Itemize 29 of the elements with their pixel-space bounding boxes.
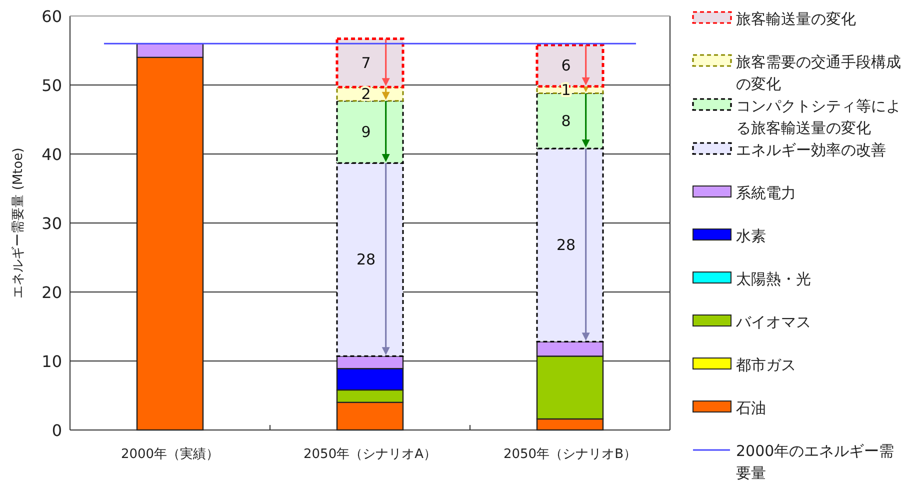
data-label: 7 xyxy=(361,54,371,72)
x-tick-label: 2050年（シナリオB） xyxy=(503,447,637,462)
legend-label: 系統電力 xyxy=(736,184,796,202)
data-label: 8 xyxy=(561,112,571,130)
data-label: 28 xyxy=(556,236,576,254)
y-tick-label: 50 xyxy=(42,76,62,95)
data-label: 28 xyxy=(356,250,376,269)
legend-label: 旅客需要の交通手段構成の変化 xyxy=(736,53,901,93)
legend-label: 水素 xyxy=(736,227,766,245)
legend-label: エネルギー効率の改善 xyxy=(736,141,886,159)
x-tick-label: 2050年（シナリオA） xyxy=(304,447,436,462)
y-tick-label: 40 xyxy=(42,145,62,164)
legend-label: 石油 xyxy=(736,399,766,417)
legend-label: 都市ガス xyxy=(736,356,796,374)
data-label: 6 xyxy=(561,56,571,75)
legend-label: バイオマス xyxy=(735,313,811,331)
x-tick-label: 2000年（実績） xyxy=(120,446,220,462)
legend-label: 旅客輸送量の変化 xyxy=(736,10,856,28)
legend-label: 2000年のエネルギー需要量 xyxy=(736,442,894,482)
y-tick-label: 60 xyxy=(42,7,62,26)
data-label: 2 xyxy=(361,84,371,103)
y-axis-title: エネルギー需要量 (Mtoe) xyxy=(11,148,26,298)
legend-label: 太陽熱・光 xyxy=(736,270,811,288)
y-tick-label: 20 xyxy=(42,283,62,302)
data-label: 9 xyxy=(361,122,371,141)
y-tick-label: 0 xyxy=(52,421,62,440)
y-tick-label: 10 xyxy=(42,352,62,371)
legend-label: コンパクトシティ等による旅客輸送量の変化 xyxy=(736,97,901,137)
y-tick-label: 30 xyxy=(42,214,62,233)
